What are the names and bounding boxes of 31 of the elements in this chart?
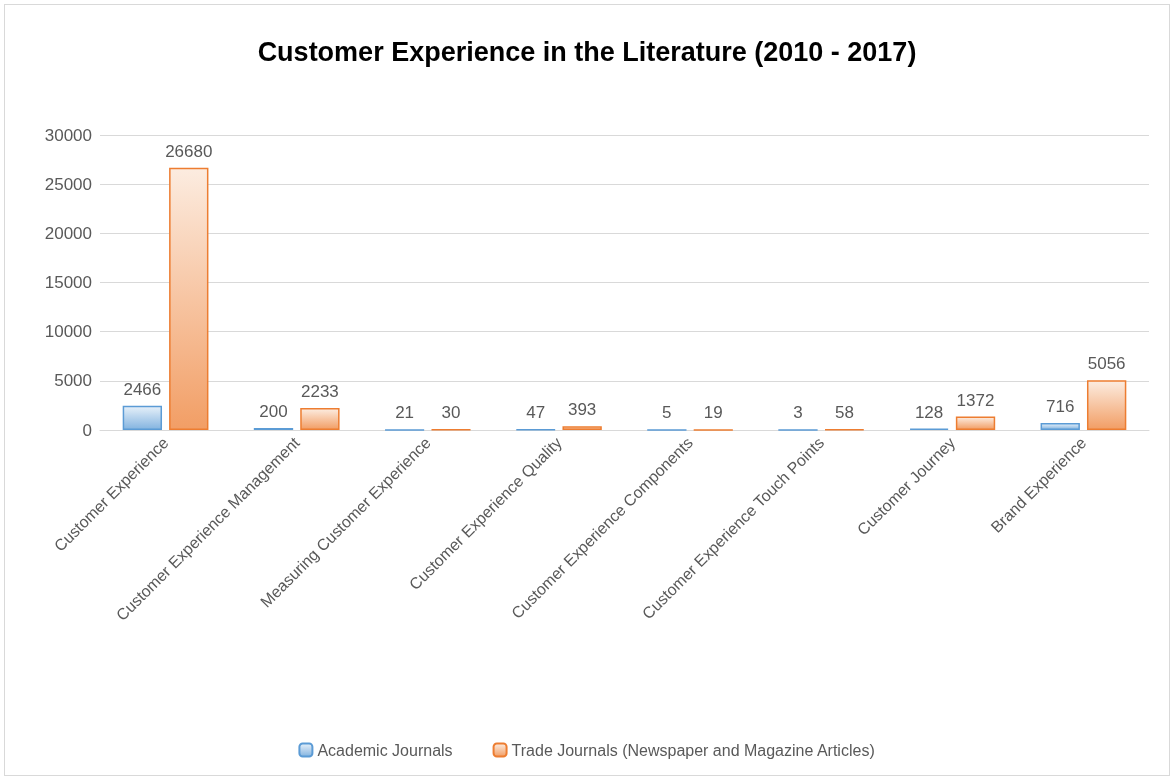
data-label: 19 (703, 403, 723, 423)
bar (955, 416, 996, 430)
bar (169, 167, 209, 430)
y-tick-label: 15000 (44, 273, 92, 292)
bar (1086, 380, 1127, 430)
data-label: 2466 (123, 379, 162, 399)
y-tick-label: 20000 (44, 223, 92, 243)
bar (300, 408, 340, 430)
data-label: 716 (1046, 396, 1075, 416)
data-label: 393 (567, 400, 597, 420)
y-tick-label: 5000 (54, 371, 92, 391)
data-label: 200 (259, 402, 288, 422)
data-label: 128 (914, 402, 944, 422)
chart-title: Customer Experience in the Literature (2010 - 2017) (257, 36, 917, 67)
data-label: 5 (662, 403, 672, 423)
legend-label: Academic Journals (317, 741, 453, 759)
y-tick-label: 0 (82, 420, 92, 440)
data-label: 26680 (165, 141, 213, 161)
legend-label: Trade Journals (Newspaper and Magazine Articles) (511, 741, 875, 759)
y-tick-label: 10000 (44, 322, 92, 342)
bar (562, 426, 602, 430)
data-label: 1372 (956, 390, 995, 410)
y-tick-label: 25000 (44, 174, 92, 194)
data-label: 30 (441, 403, 461, 423)
data-label: 2233 (300, 382, 339, 402)
data-label: 58 (834, 402, 854, 422)
data-label: 3 (793, 403, 803, 423)
y-tick-label: 30000 (44, 125, 92, 145)
data-label: 21 (395, 403, 415, 423)
data-label: 5056 (1087, 354, 1126, 374)
data-label: 47 (526, 403, 546, 423)
